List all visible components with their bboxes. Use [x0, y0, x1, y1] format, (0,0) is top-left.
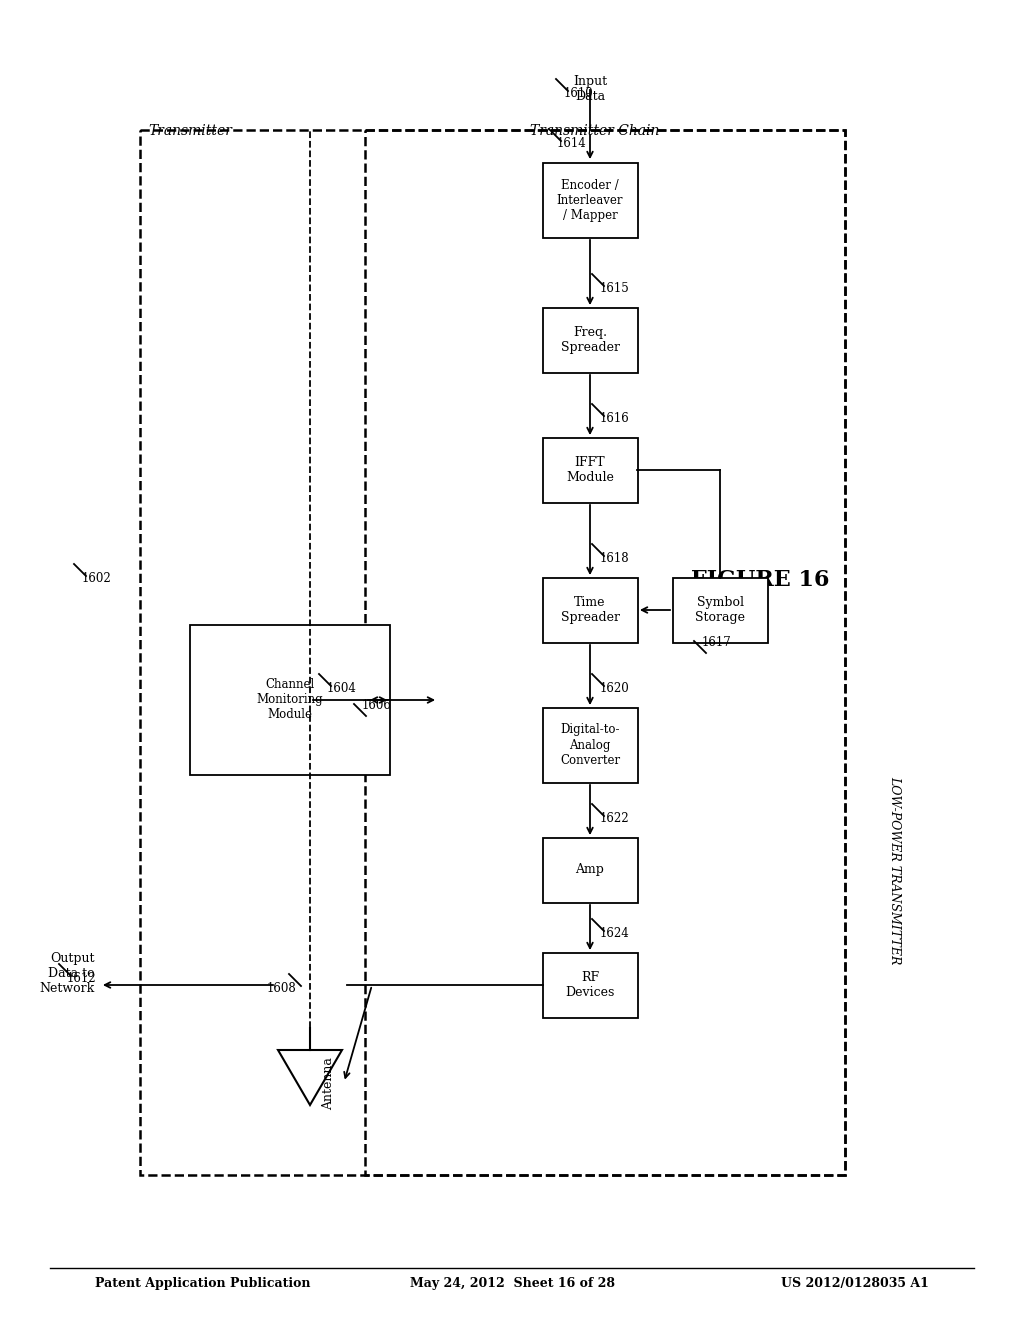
Text: Patent Application Publication: Patent Application Publication — [95, 1276, 310, 1290]
Bar — [543, 578, 638, 643]
Text: Symbol
Storage: Symbol Storage — [695, 597, 745, 624]
Bar — [365, 129, 845, 1175]
Text: Transmitter Chain: Transmitter Chain — [530, 124, 659, 139]
Text: LOW-POWER TRANSMITTER: LOW-POWER TRANSMITTER — [889, 776, 901, 964]
Text: Antenna: Antenna — [322, 1057, 335, 1110]
Text: Encoder /
Interleaver
/ Mapper: Encoder / Interleaver / Mapper — [557, 178, 624, 222]
Bar — [140, 129, 845, 1175]
Text: 1624: 1624 — [600, 927, 630, 940]
Bar — [543, 953, 638, 1018]
Text: 1622: 1622 — [600, 812, 630, 825]
Text: 1614: 1614 — [557, 137, 587, 149]
Bar — [543, 837, 638, 903]
Text: 1617: 1617 — [701, 636, 731, 649]
Bar — [543, 708, 638, 783]
Text: 1615: 1615 — [600, 281, 630, 294]
Bar — [543, 162, 638, 238]
Text: Digital-to-
Analog
Converter: Digital-to- Analog Converter — [560, 723, 621, 767]
Text: RF
Devices: RF Devices — [565, 972, 614, 999]
Text: Freq.
Spreader: Freq. Spreader — [560, 326, 620, 354]
Bar — [543, 308, 638, 372]
Text: 1616: 1616 — [600, 412, 630, 425]
Text: Input
Data: Input Data — [573, 75, 607, 103]
Text: May 24, 2012  Sheet 16 of 28: May 24, 2012 Sheet 16 of 28 — [410, 1276, 614, 1290]
Text: 1620: 1620 — [600, 682, 630, 694]
Text: 1618: 1618 — [600, 552, 630, 565]
Text: 1608: 1608 — [267, 982, 297, 995]
Text: Time
Spreader: Time Spreader — [560, 597, 620, 624]
Text: IFFT
Module: IFFT Module — [566, 455, 614, 484]
Text: 1610: 1610 — [564, 87, 594, 100]
Text: 1604: 1604 — [327, 682, 356, 694]
Text: 1612: 1612 — [67, 972, 96, 985]
Bar — [190, 624, 390, 775]
Text: Channel
Monitoring
Module: Channel Monitoring Module — [257, 678, 324, 722]
Bar — [543, 437, 638, 503]
Text: 1606: 1606 — [361, 698, 391, 711]
Text: FIGURE 16: FIGURE 16 — [691, 569, 829, 591]
Text: US 2012/0128035 A1: US 2012/0128035 A1 — [781, 1276, 929, 1290]
Text: Output
Data to
Network: Output Data to Network — [40, 952, 95, 995]
Text: 1602: 1602 — [82, 572, 112, 585]
Text: Amp: Amp — [575, 863, 604, 876]
Text: Transmitter: Transmitter — [148, 124, 231, 139]
Bar — [673, 578, 768, 643]
